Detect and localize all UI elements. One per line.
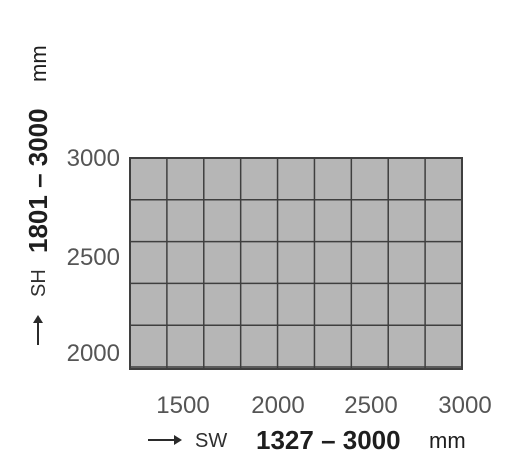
x-tick-label: 2000 — [251, 392, 304, 419]
x-axis-unit: mm — [429, 428, 466, 453]
y-axis-unit: mm — [26, 45, 51, 82]
size-range-grid — [129, 157, 463, 370]
y-axis-abbrev: SH — [28, 269, 50, 297]
y-axis-arrow-head — [33, 315, 43, 323]
x-axis-range: 1327 – 3000 — [256, 425, 401, 455]
y-tick-label: 2000 — [67, 340, 120, 367]
y-axis-caption: SH 1801 – 3000 mm — [23, 45, 53, 345]
x-axis-caption: SW 1327 – 3000 mm — [148, 425, 466, 455]
grid-lines — [130, 158, 462, 369]
x-axis-abbrev: SW — [195, 430, 227, 452]
x-tick-label: 3000 — [438, 392, 491, 419]
x-axis-arrow-head — [174, 435, 182, 445]
x-tick-label: 2500 — [344, 392, 397, 419]
x-tick-label: 1500 — [156, 392, 209, 419]
grid-background — [129, 157, 463, 370]
y-axis-range: 1801 – 3000 — [23, 108, 53, 253]
y-tick-label: 3000 — [67, 145, 120, 172]
y-tick-label: 2500 — [67, 244, 120, 271]
